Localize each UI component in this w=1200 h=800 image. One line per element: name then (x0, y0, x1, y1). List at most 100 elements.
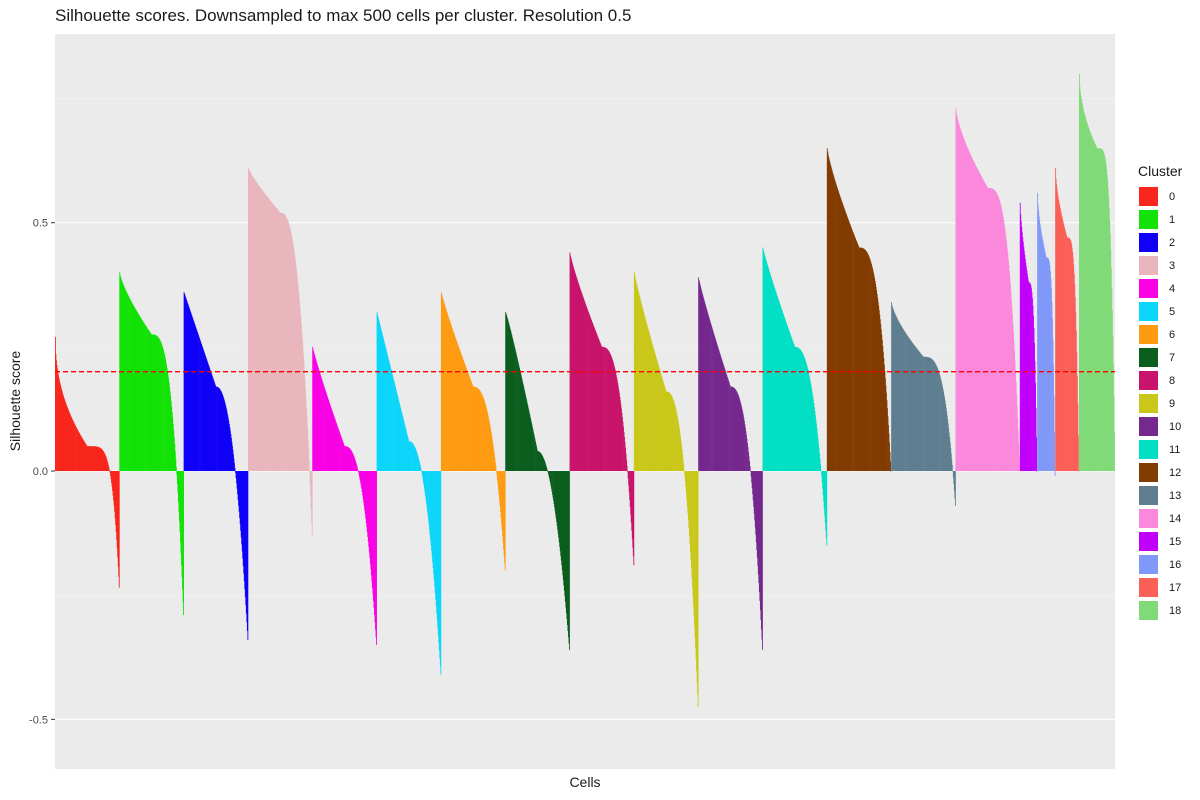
silhouette-bar (1061, 215, 1063, 472)
silhouette-bar (295, 262, 297, 472)
legend-label: 4 (1169, 282, 1176, 295)
silhouette-bar (565, 471, 567, 614)
silhouette-bar (750, 471, 752, 472)
silhouette-bar (578, 283, 580, 472)
cluster-4-bars (312, 346, 377, 645)
silhouette-bar (1091, 137, 1093, 472)
silhouette-bar (618, 389, 620, 472)
silhouette-bar (794, 346, 796, 472)
cluster-5-bars (376, 312, 442, 675)
silhouette-bar (417, 456, 419, 472)
silhouette-bar (149, 331, 151, 472)
silhouette-bar (539, 451, 541, 472)
silhouette-bar (791, 339, 793, 472)
silhouette-bar (174, 451, 176, 472)
silhouette-bar (1096, 147, 1098, 472)
silhouette-bar (518, 363, 519, 472)
silhouette-bar (590, 318, 592, 472)
silhouette-bar (677, 419, 679, 472)
silhouette-bar (83, 441, 85, 472)
silhouette-bar (983, 180, 985, 472)
silhouette-bar (1067, 237, 1069, 472)
silhouette-bar (1060, 213, 1062, 472)
silhouette-bar (754, 471, 756, 528)
silhouette-bar (275, 207, 277, 472)
silhouette-bar (245, 471, 247, 606)
silhouette-bar (1066, 234, 1067, 472)
silhouette-bar (833, 176, 835, 472)
silhouette-bar (1075, 312, 1077, 472)
silhouette-bar (598, 339, 600, 472)
silhouette-bar (661, 377, 663, 472)
silhouette-bar (821, 471, 823, 477)
silhouette-bar (716, 344, 718, 472)
silhouette-bar (606, 348, 607, 472)
silhouette-bar (692, 471, 693, 588)
silhouette-bar (208, 366, 210, 472)
silhouette-bar (679, 432, 681, 472)
silhouette-bar (69, 414, 71, 472)
silhouette-bar (1075, 330, 1077, 472)
silhouette-bar (375, 471, 377, 638)
silhouette-bar (592, 323, 594, 472)
silhouette-bar (1089, 131, 1091, 472)
silhouette-bar (422, 471, 424, 479)
silhouette-bar (495, 470, 497, 472)
silhouette-bar (748, 456, 750, 472)
silhouette-bar (498, 471, 499, 490)
silhouette-bar (301, 337, 303, 472)
silhouette-bar (1081, 102, 1083, 472)
silhouette-bar (450, 323, 452, 472)
silhouette-bar (229, 427, 231, 472)
silhouette-bar (82, 439, 84, 472)
silhouette-bar (905, 333, 907, 472)
silhouette-bar (1070, 241, 1072, 472)
silhouette-bar (439, 471, 441, 667)
silhouette-bar (1101, 149, 1103, 472)
silhouette-bar (870, 260, 871, 472)
silhouette-bar (819, 458, 821, 472)
silhouette-bar (158, 338, 160, 472)
silhouette-bar (847, 219, 849, 472)
legend-label: 16 (1169, 558, 1182, 571)
cluster-9-bars (633, 272, 699, 707)
silhouette-bar (966, 145, 968, 472)
silhouette-bar (758, 471, 760, 583)
silhouette-bar (274, 205, 276, 472)
silhouette-bar (340, 434, 341, 472)
silhouette-bar (468, 374, 470, 472)
silhouette-bar (126, 291, 127, 472)
silhouette-bar (1022, 237, 1024, 472)
silhouette-bar (1024, 258, 1026, 472)
silhouette-bar (678, 425, 680, 472)
silhouette-bar (265, 194, 267, 472)
silhouette-bar (960, 129, 961, 472)
silhouette-bar (207, 362, 209, 472)
silhouette-bar (464, 362, 465, 472)
silhouette-bar (727, 378, 729, 472)
silhouette-bar (1113, 396, 1115, 472)
silhouette-bar (187, 304, 189, 472)
silhouette-bar (451, 327, 453, 472)
silhouette-bar (670, 394, 672, 472)
silhouette-bar (420, 470, 422, 472)
silhouette-bar (609, 353, 611, 472)
silhouette-bar (600, 344, 602, 472)
silhouette-bar (596, 333, 598, 472)
silhouette-bar (390, 368, 392, 472)
silhouette-bar (765, 257, 766, 472)
silhouette-bar (376, 312, 378, 472)
silhouette-bar (146, 327, 148, 472)
silhouette-bar (413, 444, 414, 472)
silhouette-bar (198, 334, 199, 472)
silhouette-bar (982, 178, 984, 472)
silhouette-bar (719, 354, 721, 472)
silhouette-bar (1058, 199, 1060, 472)
silhouette-bar (93, 446, 94, 472)
silhouette-bar (212, 377, 214, 472)
silhouette-bar (537, 451, 539, 472)
legend-label: 17 (1169, 581, 1182, 594)
silhouette-bar (91, 446, 92, 472)
silhouette-bar (750, 471, 752, 477)
silhouette-bar (503, 471, 505, 550)
